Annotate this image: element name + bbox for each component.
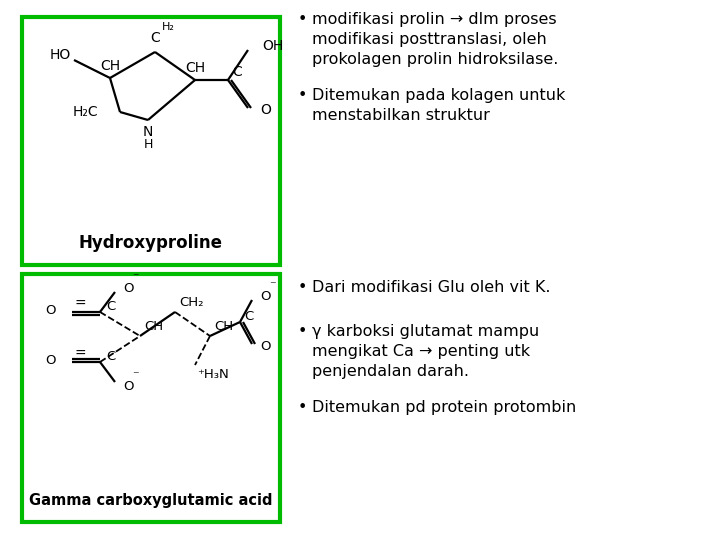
Text: H: H	[143, 138, 153, 151]
Text: •: •	[298, 280, 307, 295]
Bar	[22, 17, 280, 265]
Text: ⁺H₃N: ⁺H₃N	[197, 368, 229, 381]
Text: CH: CH	[214, 320, 233, 333]
Bar	[22, 274, 280, 522]
Text: OH: OH	[262, 39, 283, 53]
Text: C: C	[232, 65, 242, 79]
Text: CH: CH	[100, 59, 120, 73]
Text: Dari modifikasi Glu oleh vit K.: Dari modifikasi Glu oleh vit K.	[312, 280, 551, 295]
Text: C: C	[106, 300, 115, 313]
Text: mengikat Ca → penting utk: mengikat Ca → penting utk	[312, 344, 530, 359]
Text: H₂: H₂	[162, 22, 175, 32]
Text: menstabilkan struktur: menstabilkan struktur	[312, 108, 490, 123]
Text: O: O	[260, 289, 271, 302]
Text: •: •	[298, 88, 307, 103]
Text: Ditemukan pada kolagen untuk: Ditemukan pada kolagen untuk	[312, 88, 565, 103]
Text: ⁻: ⁻	[269, 279, 276, 292]
Text: ⁻: ⁻	[132, 271, 139, 284]
Text: •: •	[298, 12, 307, 27]
Text: =: =	[74, 297, 86, 311]
Text: Gamma carboxyglutamic acid: Gamma carboxyglutamic acid	[30, 492, 273, 508]
Text: •: •	[298, 400, 307, 415]
Text: H₂C: H₂C	[73, 105, 98, 119]
Text: •: •	[298, 324, 307, 339]
Text: O: O	[123, 380, 133, 393]
Text: C: C	[106, 349, 115, 362]
Text: modifikasi posttranslasi, oleh: modifikasi posttranslasi, oleh	[312, 32, 546, 47]
Text: CH: CH	[185, 61, 205, 75]
Text: O: O	[45, 354, 56, 367]
Text: prokolagen prolin hidroksilase.: prokolagen prolin hidroksilase.	[312, 52, 559, 67]
Text: HO: HO	[50, 48, 71, 62]
Text: γ karboksi glutamat mampu: γ karboksi glutamat mampu	[312, 324, 539, 339]
Text: penjendalan darah.: penjendalan darah.	[312, 364, 469, 379]
Text: CH: CH	[144, 320, 163, 333]
Text: modifikasi prolin → dlm proses: modifikasi prolin → dlm proses	[312, 12, 557, 27]
Text: Ditemukan pd protein protombin: Ditemukan pd protein protombin	[312, 400, 576, 415]
Text: ⁻: ⁻	[132, 369, 139, 382]
Text: C: C	[150, 31, 160, 45]
Text: O: O	[45, 303, 56, 316]
Text: =: =	[74, 347, 86, 361]
Text: N: N	[143, 125, 153, 139]
Text: O: O	[123, 281, 133, 294]
Text: C: C	[244, 309, 253, 322]
Text: O: O	[260, 103, 271, 117]
Text: O: O	[260, 340, 271, 353]
Text: CH₂: CH₂	[179, 295, 204, 308]
Text: Hydroxyproline: Hydroxyproline	[79, 234, 223, 252]
